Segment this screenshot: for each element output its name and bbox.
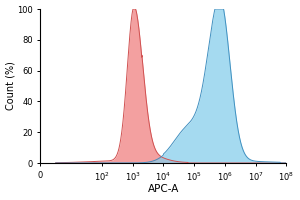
Y-axis label: Count (%): Count (%) <box>6 62 16 110</box>
X-axis label: APC-A: APC-A <box>148 184 179 194</box>
